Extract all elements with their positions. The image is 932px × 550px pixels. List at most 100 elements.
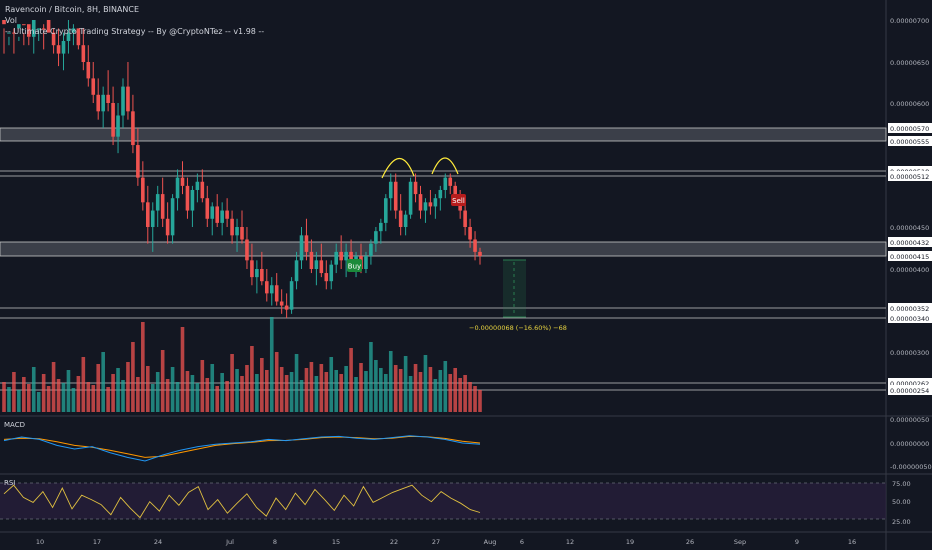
candle-body [76,28,81,46]
candle-body [185,185,190,211]
volume-bar [245,365,249,412]
x-tick: 22 [390,538,398,546]
volume-bar [46,386,51,412]
candle-body [136,145,140,178]
x-tick: 10 [36,538,44,546]
price-tag [888,385,932,395]
volume-bar [274,352,279,412]
sr-zone [0,241,887,257]
price-tick: 0.00000570 [890,125,929,133]
sell-label: Sell [452,197,465,205]
candle-body [314,260,319,269]
candle-body [2,20,6,25]
candle-body [269,285,274,294]
volume-bar [329,357,334,412]
volume-bar [180,327,185,412]
volume-bar [131,342,135,412]
volume-bar [195,383,200,412]
price-tag [888,378,932,388]
symbol-title[interactable]: Ravencoin / Bitcoin, 8H, BINANCE [5,5,140,14]
rsi-tick: 50.00 [892,498,911,506]
candle-body [175,177,180,199]
candle-body [91,78,96,95]
candle-body [170,198,175,236]
candle-body [245,239,249,261]
candle-body [304,235,309,252]
strategy-label[interactable]: -- Ultimate Crypto Trading Strategy -- B… [5,27,265,36]
price-tag [888,313,932,323]
candle-body [12,32,16,34]
volume-bar [71,388,76,412]
price-tick: 0.00000300 [890,349,929,357]
price-tick: 0.00000400 [890,266,929,274]
candle-body [428,202,433,207]
candle-body [284,305,289,310]
candle-body [26,24,31,37]
volume-bar [423,355,428,412]
macd-line [3,435,481,462]
candle-body [7,32,11,34]
volume-bar [260,358,264,412]
volume-bar [468,382,472,412]
volume-bar [17,390,21,412]
candle-body [41,28,46,30]
price-tick: 0.00000340 [890,315,929,323]
candle-body [220,210,224,223]
price-tag [888,237,932,247]
volume-bar [185,371,190,412]
candle-body [339,251,343,261]
price-tag [888,251,932,261]
candle-body [260,269,264,282]
volume-bar [294,354,299,412]
candle-body [66,32,71,41]
price-tick: 0.00000700 [890,17,929,25]
candle-body [22,24,26,26]
candle-body [240,227,244,240]
price-tick: 0.00000262 [890,380,929,388]
volume-bar [26,384,31,412]
volume-bar [101,352,105,412]
measure-label: −0.00000068 (−16.60%) −68 [469,324,567,332]
candle-body [364,256,368,269]
candle-body [393,181,398,211]
volume-bar [61,383,66,412]
candle-body [116,115,120,137]
volume-bar [41,374,46,412]
candle-body [403,214,408,227]
candle-body [36,28,41,30]
volume-bar [2,382,6,412]
x-tick: 6 [520,538,524,546]
price-tag [888,303,932,313]
volume-bar [428,367,433,412]
candle-body [398,210,403,227]
volume-bar [383,374,388,412]
x-tick: 19 [626,538,634,546]
candle-body [210,206,215,219]
candle-body [438,189,443,199]
candle-body [101,94,105,112]
volume-bar [81,357,86,412]
volume-bar [448,374,453,412]
candle-body [155,194,160,211]
volume-bar [349,348,353,412]
volume-bar [403,356,408,412]
price-tick: 0.00000650 [890,59,929,67]
sr-zone [0,127,887,142]
x-tick: 12 [566,538,574,546]
candle-body [230,218,234,236]
price-tick: 0.00000415 [890,253,929,261]
volume-bar [324,372,329,412]
candle-body [349,251,353,265]
candle-body [205,198,210,219]
candle-body [61,41,66,54]
volume-bar [478,390,482,412]
volume-bar [150,384,155,412]
price-tag [888,123,932,133]
volume-bar [145,366,150,412]
candle-body [131,111,135,146]
volume-bar [106,387,110,412]
sell-badge [451,194,466,206]
candle-body [369,243,373,256]
macd-tick: -0.00000050 [890,463,932,471]
